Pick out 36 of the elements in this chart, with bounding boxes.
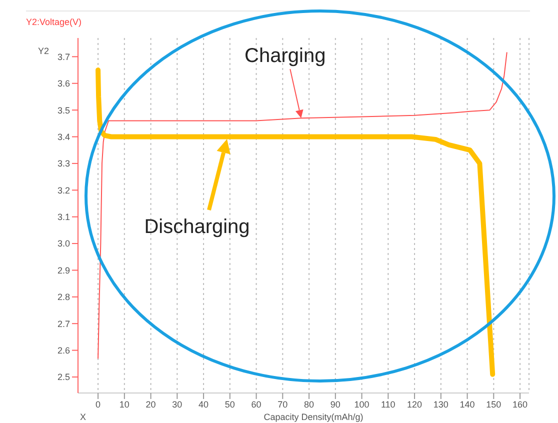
y-tick-label: 2.8 xyxy=(57,292,70,302)
y-tick-label: 2.9 xyxy=(57,265,70,276)
x-tick-label: 130 xyxy=(433,399,448,410)
x-tick-label: 20 xyxy=(146,399,156,410)
x-tick-label: 50 xyxy=(224,399,235,410)
y-tick-label: 3.3 xyxy=(57,158,70,169)
annotation: Charging xyxy=(244,45,326,68)
y-tick-label: 3.4 xyxy=(57,132,70,142)
x-axis-title: Capacity Density(mAh/g) xyxy=(264,412,364,422)
y-tick-label: 3.6 xyxy=(57,78,70,89)
y-tick-label: 2.5 xyxy=(57,372,70,382)
y-tick-label: 3.7 xyxy=(57,52,70,62)
x-tick-label: 120 xyxy=(407,399,422,410)
x-tick-label: 70 xyxy=(278,399,288,410)
x-tick-label: 100 xyxy=(354,399,370,410)
x-tick-label: 60 xyxy=(251,399,262,410)
x-tick-label: 10 xyxy=(119,399,130,410)
x-tick-label: 40 xyxy=(198,399,209,410)
x-tick-label: 150 xyxy=(486,399,502,410)
y-tick-label: 2.6 xyxy=(57,345,70,356)
x-tick-label: 90 xyxy=(330,399,340,410)
x-tick-label: 80 xyxy=(304,399,314,410)
y-tick-label: 3.0 xyxy=(57,238,70,249)
y-tick-label: 2.7 xyxy=(57,318,70,329)
x-tick-label: 110 xyxy=(380,399,396,410)
x-tick-label: 30 xyxy=(172,399,182,410)
y-tick-label: 3.2 xyxy=(57,185,70,196)
y-tick-label: 3.5 xyxy=(57,105,70,116)
x-tick-label: 140 xyxy=(460,399,475,410)
y-axis-title: Y2 xyxy=(38,46,50,56)
annotation: Discharging xyxy=(144,216,250,238)
x-tick-label: 0 xyxy=(96,399,101,410)
chart-title: Y2:Voltage(V) xyxy=(26,17,82,27)
x-tick-label: 160 xyxy=(512,399,528,410)
y-tick-label: 3.1 xyxy=(57,212,70,222)
text: X xyxy=(80,412,86,422)
